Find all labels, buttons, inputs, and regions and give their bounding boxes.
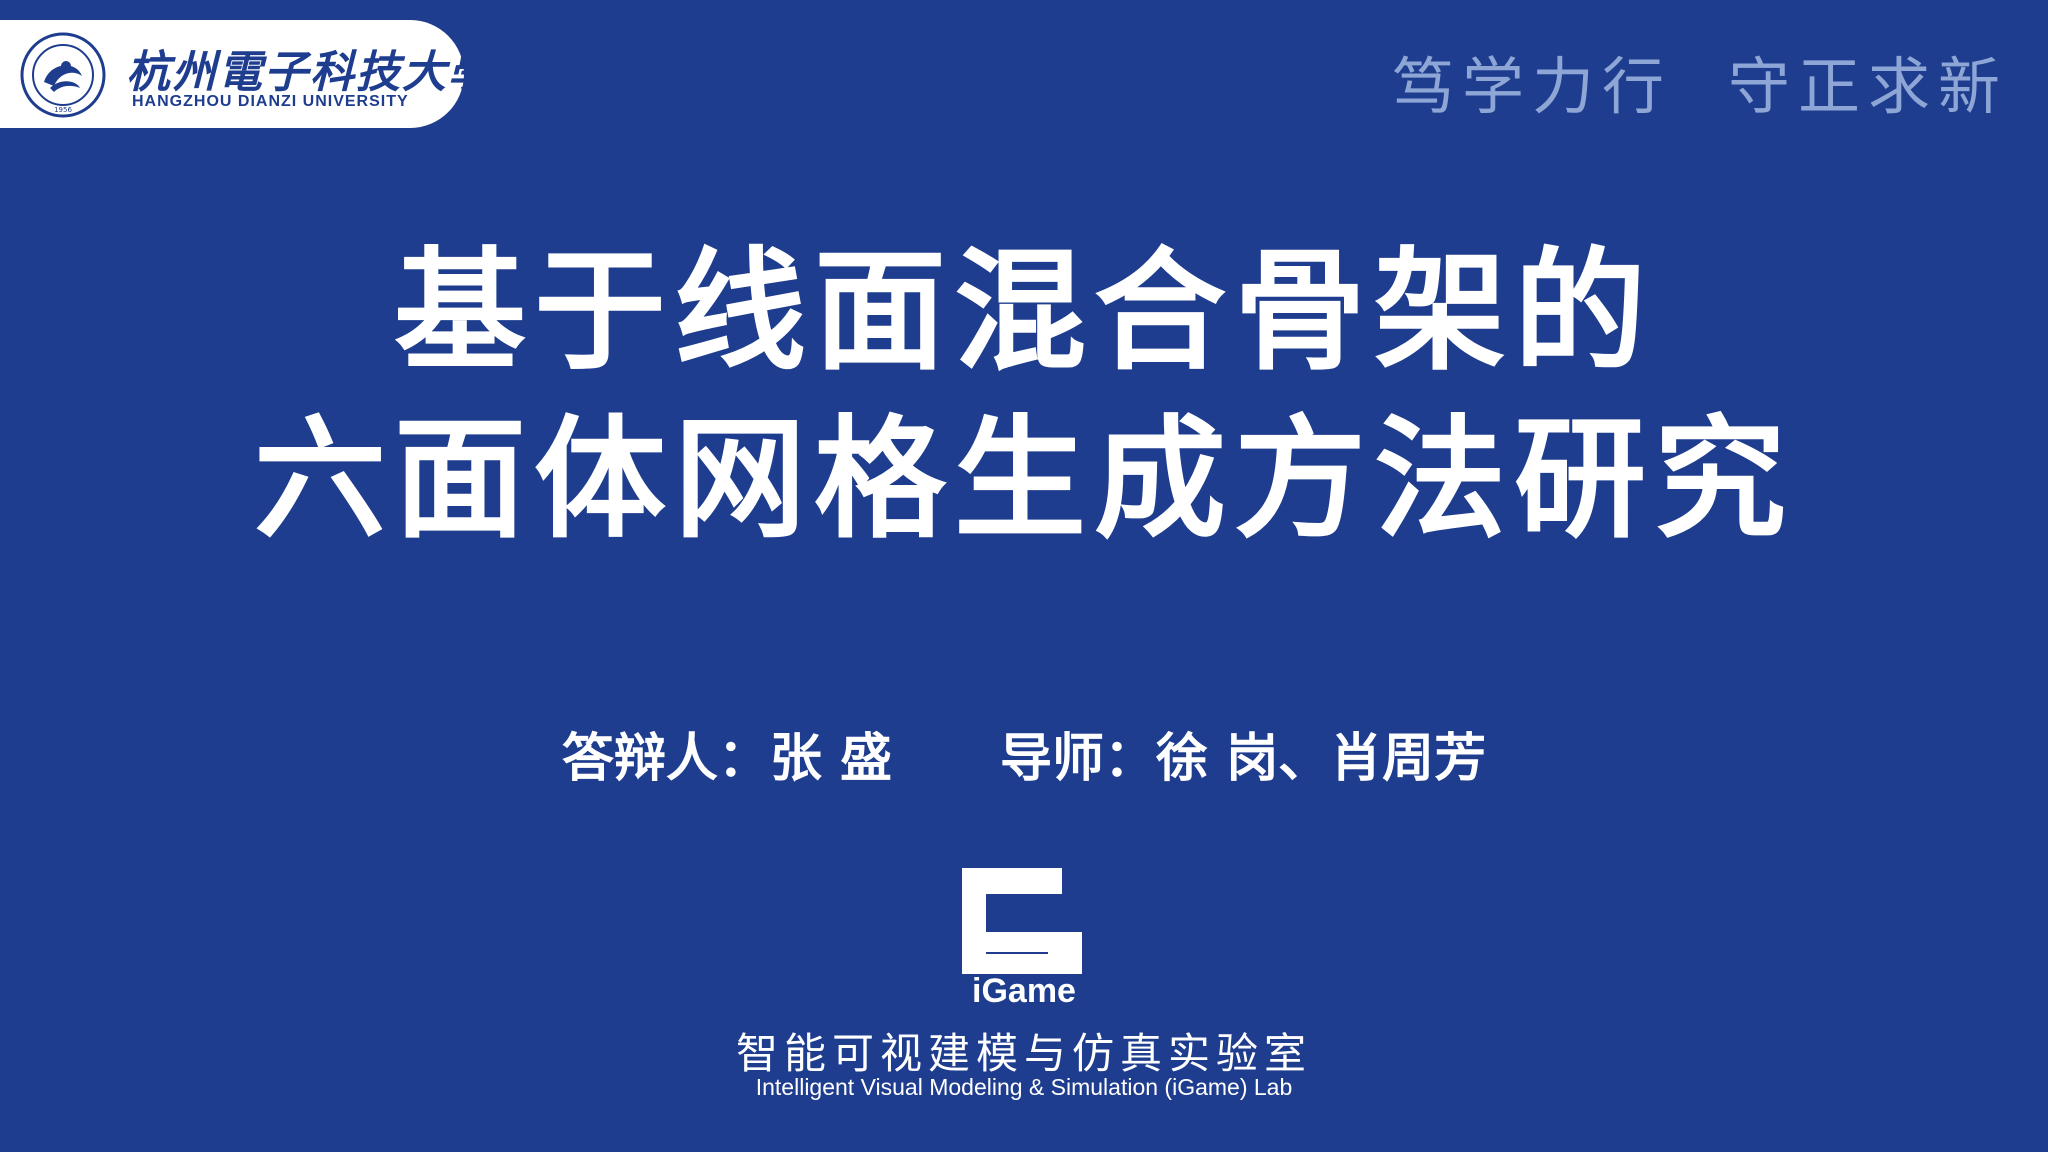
presenters-row: 答辩人： 张 盛 导师： 徐 岗、肖周芳 (0, 716, 2048, 791)
title-line-1: 基于线面混合骨架的 (394, 235, 1654, 389)
university-name-cn: 杭州電子科技大學 (126, 47, 494, 98)
motto-part-2: 守正求新 (1727, 50, 2008, 123)
university-badge: 1956 杭州電子科技大學 HANGZHOU DIANZI UNIVERSITY (0, 20, 492, 128)
defender: 答辩人： 张 盛 (562, 716, 892, 791)
defender-name: 张 盛 (769, 729, 892, 789)
title-line-2: 六面体网格生成方法研究 (254, 403, 1794, 557)
advisor: 导师： 徐 岗、肖周芳 (1000, 716, 1486, 791)
seal-year: 1956 (54, 106, 72, 114)
university-motto: 笃学力行 守正求新 (1392, 36, 2008, 126)
advisor-names: 徐 岗、肖周芳 (1156, 729, 1487, 789)
motto-part-1: 笃学力行 (1391, 50, 1672, 123)
advisor-label: 导师： (1000, 729, 1157, 789)
defender-label: 答辩人： (561, 729, 770, 789)
university-seal-icon: 1956 (20, 32, 106, 118)
lab-name-cn: 智能可视建模与仿真实验室 (735, 1029, 1312, 1078)
lab-name-en: Intelligent Visual Modeling & Simulation… (755, 1074, 1293, 1100)
igame-logo-icon: iGame (962, 868, 1082, 1006)
university-name-en: HANGZHOU DIANZI UNIVERSITY (132, 93, 409, 110)
logo-text: iGame (972, 972, 1076, 1006)
